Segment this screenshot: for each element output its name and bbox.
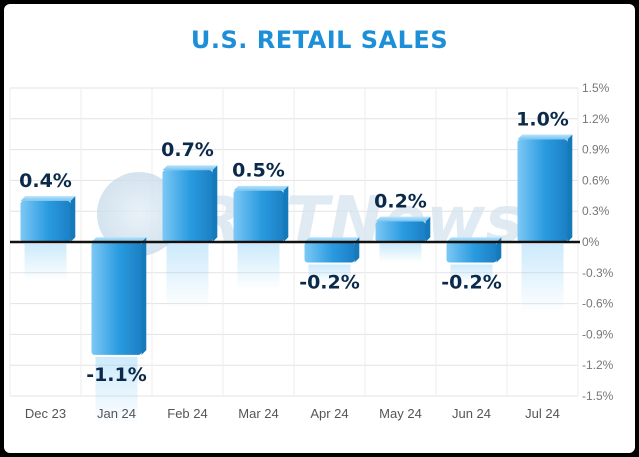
bar-reflection (24, 244, 67, 281)
y-tick-label: 0.6% (582, 173, 610, 187)
bar-top (162, 165, 218, 171)
bar (375, 221, 426, 242)
bar (91, 242, 142, 355)
x-tick-label: Mar 24 (238, 406, 278, 421)
bar (517, 139, 568, 242)
bar (446, 242, 497, 263)
bar-side (70, 196, 76, 242)
y-tick-label: 0% (582, 235, 600, 249)
y-tick-label: 0.9% (582, 143, 610, 157)
y-tick-label: -0.9% (582, 327, 614, 341)
bar-reflection (379, 244, 422, 263)
bar-reflection (166, 244, 209, 309)
y-tick-label: -1.2% (582, 358, 614, 372)
bar (233, 190, 284, 242)
x-tick-label: Dec 23 (25, 406, 66, 421)
data-label: -0.2% (299, 272, 360, 294)
data-label: -0.2% (441, 272, 502, 294)
bar-side (212, 165, 218, 242)
bar-side (283, 185, 289, 242)
bar-reflection (237, 244, 280, 291)
y-tick-label: 1.2% (582, 112, 610, 126)
x-tick-label: May 24 (379, 406, 422, 421)
x-tick-label: Apr 24 (310, 406, 348, 421)
chart-frame: U.S. RETAIL SALES 1.5% 1.2% 0.9% 0.6% 0.3% 0%… (4, 4, 635, 453)
bar-side (141, 237, 147, 355)
bar-side (354, 237, 360, 263)
bar (20, 200, 71, 242)
y-tick-label: -0.3% (582, 266, 614, 280)
x-tick-label: Jun 24 (452, 406, 491, 421)
bar-chart: 1.5% 1.2% 0.9% 0.6% 0.3% 0% -0.3% -0.6% -0.9% -1.… (9, 81, 614, 427)
data-label: 0.4% (19, 170, 72, 192)
data-label: 0.5% (232, 160, 285, 182)
chart-title: U.S. RETAIL SALES (190, 26, 449, 54)
bar-top (233, 185, 289, 191)
y-tick-label: 1.5% (582, 81, 610, 95)
y-tick-label: 0.3% (582, 204, 610, 218)
bar-side (567, 134, 573, 242)
bar (304, 242, 355, 263)
data-label: 1.0% (516, 108, 569, 130)
bar-side (425, 216, 431, 242)
bar-top (20, 196, 76, 201)
watermark-globe (97, 172, 181, 256)
bar-reflection (95, 356, 138, 427)
bar-top (375, 216, 431, 222)
bar-reflection (308, 264, 351, 284)
bar-reflection (521, 244, 564, 314)
data-label: 0.2% (374, 190, 427, 212)
y-tick-label: -0.6% (582, 297, 614, 311)
bar-reflection (450, 264, 493, 284)
data-label: 0.7% (161, 139, 214, 161)
x-tick-label: Jan 24 (97, 406, 136, 421)
data-label: -1.1% (86, 364, 147, 386)
bar (162, 170, 213, 242)
y-tick-label: -1.5% (582, 389, 614, 403)
bar-top (517, 134, 573, 140)
x-tick-label: Feb 24 (167, 406, 207, 421)
bar-side (496, 237, 502, 263)
x-tick-label: Jul 24 (525, 406, 560, 421)
